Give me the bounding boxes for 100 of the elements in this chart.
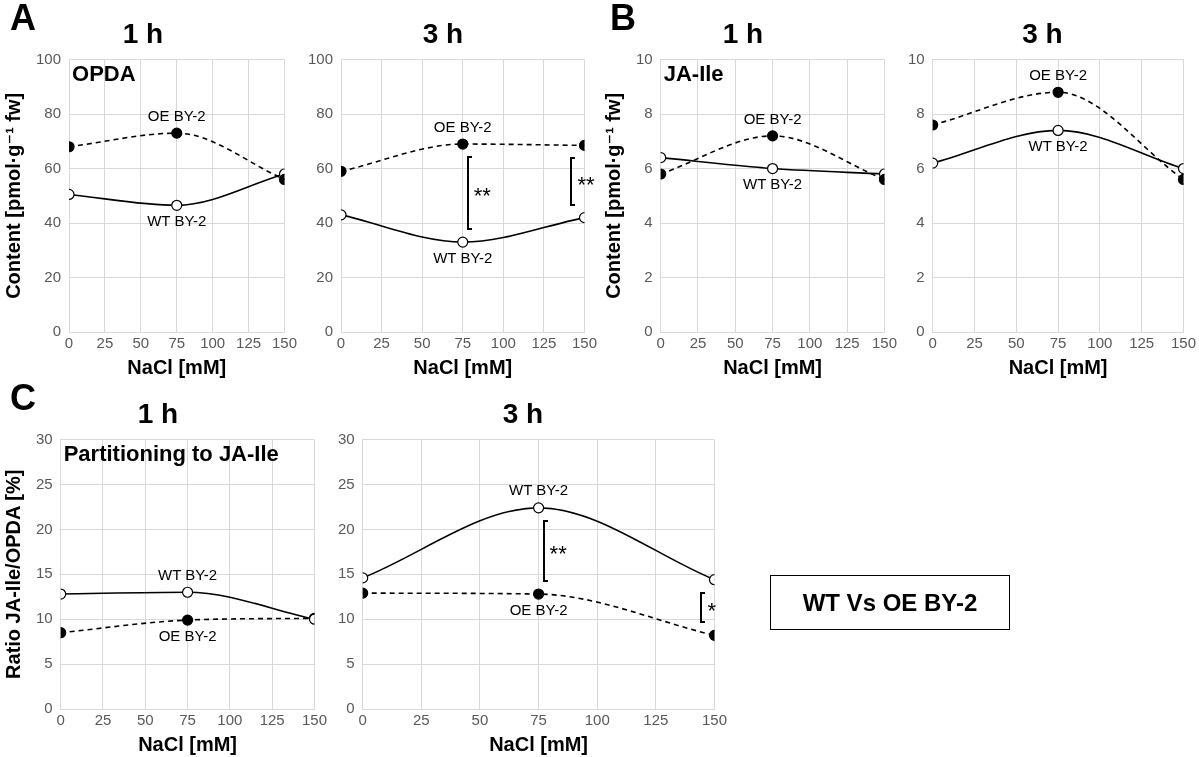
y-tick-label: 10 [338,609,355,627]
x-tick-label: 0 [358,711,367,729]
y-tick-label: 8 [644,104,653,122]
annotation: JA-Ile [663,60,724,86]
x-tick-label: 25 [689,334,707,352]
x-tick-label: 25 [96,334,114,352]
series-label: WT BY-2 [147,211,207,229]
x-tick-label: 75 [179,711,196,729]
annotation: OPDA [72,60,136,86]
series-label: OE BY-2 [509,600,568,618]
x-tick-label: 150 [271,334,297,352]
y-axis-title: Content [pmol·g⁻¹ fw] [601,92,624,299]
y-tick-label: 60 [316,158,334,176]
series-label: OE BY-2 [433,117,492,135]
x-axis-title: NaCl [mM] [489,732,589,755]
y-tick-label: 20 [36,519,53,537]
x-tick-label: 100 [200,334,226,352]
series-label: WT BY-2 [508,481,569,499]
chart-title: 1 h [137,397,179,429]
y-tick-label: 6 [916,158,925,176]
series-label: OE BY-2 [158,626,217,644]
y-tick-label: 4 [644,213,653,231]
x-tick-label: 50 [726,334,744,352]
x-tick-label: 50 [136,711,154,729]
y-tick-label: 5 [346,654,355,672]
x-tick-label: 100 [1087,334,1113,352]
x-tick-label: 75 [1049,334,1067,352]
y-tick-label: 15 [338,564,355,582]
x-tick-label: 150 [871,334,897,352]
x-tick-label: 25 [94,711,112,729]
y-tick-label: 0 [44,699,53,717]
y-tick-label: 25 [338,474,355,492]
annotation: Partitioning to JA-Ile [63,440,279,466]
chart-title: 1 h [122,17,164,49]
y-tick-label: 5 [44,654,53,672]
y-tick-label: 6 [644,158,653,176]
y-axis-title: Content [pmol·g⁻¹ fw] [1,92,24,299]
y-tick-label: 10 [908,49,925,67]
y-tick-label: 20 [316,267,334,285]
x-tick-label: 125 [643,711,669,729]
chart-title: 3 h [422,17,464,49]
y-tick-label: 0 [644,322,653,340]
x-tick-label: 150 [571,334,597,352]
x-tick-label: 25 [966,334,983,352]
series-label: WT BY-2 [157,565,218,583]
y-tick-label: 8 [916,104,925,122]
series-label: WT BY-2 [742,175,803,193]
annotation: * [707,597,717,623]
annotation: ** [549,541,568,567]
x-tick-label: 100 [490,334,516,352]
x-tick-label: 100 [217,711,243,729]
y-axis-title: Ratio JA-Ile/OPDA [%] [1,469,24,679]
text: WT Vs OE BY-2 [802,588,978,617]
text: A [10,0,36,38]
annotation: ** [577,171,596,197]
x-tick-label: 150 [1170,334,1196,352]
series-label: OE BY-2 [1029,65,1087,83]
x-tick-label: 25 [373,334,390,352]
series-label: WT BY-2 [1028,137,1088,155]
y-tick-label: 2 [916,267,925,285]
y-tick-label: 2 [644,267,653,285]
x-tick-label: 25 [412,711,430,729]
annotation: ** [473,183,492,209]
y-tick-label: 100 [36,49,62,67]
x-tick-label: 75 [454,334,472,352]
x-tick-label: 125 [1129,334,1155,352]
x-tick-label: 150 [301,711,327,729]
chart-title: 3 h [502,397,544,429]
series-label: WT BY-2 [433,248,493,266]
x-tick-label: 50 [471,711,489,729]
x-tick-label: 125 [531,334,557,352]
y-tick-label: 80 [44,104,62,122]
x-tick-label: 125 [834,334,860,352]
x-axis-title: NaCl [mM] [138,732,238,755]
y-tick-label: 40 [316,213,334,231]
y-tick-label: 80 [316,104,334,122]
x-axis-title: NaCl [mM] [413,355,513,378]
x-tick-label: 150 [701,711,727,729]
y-tick-label: 100 [308,49,334,67]
y-tick-label: 0 [52,322,62,340]
x-axis-title: NaCl [mM] [127,355,227,378]
y-tick-label: 40 [44,213,62,231]
text: B [610,0,636,38]
x-tick-label: 50 [1007,334,1025,352]
x-tick-label: 125 [259,711,285,729]
x-tick-label: 50 [132,334,150,352]
y-tick-label: 25 [36,474,53,492]
y-tick-label: 30 [338,429,355,447]
y-tick-label: 60 [44,158,62,176]
y-tick-label: 15 [36,564,53,582]
x-tick-label: 75 [764,334,781,352]
x-tick-label: 100 [584,711,610,729]
y-tick-label: 10 [636,49,653,67]
x-tick-label: 75 [530,711,547,729]
y-tick-label: 10 [36,609,53,627]
y-tick-label: 20 [44,267,62,285]
x-axis-title: NaCl [mM] [723,355,823,378]
x-tick-label: 0 [928,334,937,352]
y-tick-label: 0 [324,322,334,340]
y-tick-label: 20 [338,519,355,537]
